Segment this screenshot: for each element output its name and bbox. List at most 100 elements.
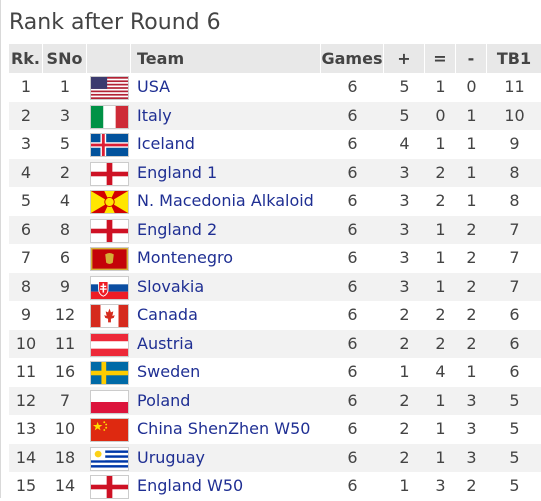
sno-cell: 18 bbox=[43, 443, 87, 472]
italy-flag-icon bbox=[89, 104, 129, 129]
losses-cell: 3 bbox=[456, 386, 487, 415]
rank-cell: 1 bbox=[9, 73, 43, 102]
team-name-link[interactable]: Uruguay bbox=[131, 443, 321, 472]
team-name-link[interactable]: Slovakia bbox=[131, 272, 321, 301]
draws-cell: 2 bbox=[425, 187, 456, 216]
header-sno[interactable]: SNo bbox=[43, 44, 87, 73]
poland-flag-icon bbox=[89, 389, 129, 414]
team-name-link[interactable]: England 2 bbox=[131, 215, 321, 244]
team-name-link[interactable]: Austria bbox=[131, 329, 321, 358]
flag-cell bbox=[87, 358, 131, 387]
games-cell: 6 bbox=[321, 158, 384, 187]
draws-cell: 0 bbox=[425, 101, 456, 130]
table-row[interactable]: 1 1 USA 6 5 1 0 11 bbox=[9, 73, 541, 102]
games-cell: 6 bbox=[321, 358, 384, 387]
table-row[interactable]: 2 3 Italy 6 5 0 1 10 bbox=[9, 101, 541, 130]
losses-cell: 2 bbox=[456, 272, 487, 301]
macedonia-flag-icon bbox=[89, 190, 129, 215]
losses-cell: 0 bbox=[456, 73, 487, 102]
header-flag bbox=[87, 44, 131, 73]
table-row[interactable]: 15 14 England W50 6 1 3 2 5 bbox=[9, 472, 541, 501]
team-name-link[interactable]: Sweden bbox=[131, 358, 321, 387]
wins-cell: 1 bbox=[384, 358, 425, 387]
flag-cell bbox=[87, 130, 131, 159]
team-name-link[interactable]: Poland bbox=[131, 386, 321, 415]
table-row[interactable]: 14 18 Uruguay 6 2 1 3 5 bbox=[9, 443, 541, 472]
header-minus[interactable]: - bbox=[456, 44, 487, 73]
tb1-cell: 5 bbox=[487, 415, 541, 444]
draws-cell: 2 bbox=[425, 329, 456, 358]
tb1-cell: 10 bbox=[487, 101, 541, 130]
sno-cell: 14 bbox=[43, 472, 87, 501]
sno-cell: 2 bbox=[43, 158, 87, 187]
tb1-cell: 8 bbox=[487, 187, 541, 216]
draws-cell: 3 bbox=[425, 472, 456, 501]
draws-cell: 1 bbox=[425, 73, 456, 102]
rank-cell: 15 bbox=[9, 472, 43, 501]
sno-cell: 16 bbox=[43, 358, 87, 387]
table-row[interactable]: 13 10 China ShenZhen W50 6 2 1 3 5 bbox=[9, 415, 541, 444]
table-row[interactable]: 12 7 Poland 6 2 1 3 5 bbox=[9, 386, 541, 415]
flag-cell bbox=[87, 386, 131, 415]
wins-cell: 2 bbox=[384, 329, 425, 358]
table-row[interactable]: 10 11 Austria 6 2 2 2 6 bbox=[9, 329, 541, 358]
rank-cell: 14 bbox=[9, 443, 43, 472]
tb1-cell: 6 bbox=[487, 301, 541, 330]
tb1-cell: 5 bbox=[487, 472, 541, 501]
table-row[interactable]: 5 4 N. Macedonia Alkaloid 6 3 2 1 8 bbox=[9, 187, 541, 216]
rank-cell: 9 bbox=[9, 301, 43, 330]
losses-cell: 1 bbox=[456, 358, 487, 387]
tb1-cell: 5 bbox=[487, 386, 541, 415]
draws-cell: 2 bbox=[425, 158, 456, 187]
usa-flag-icon bbox=[89, 76, 129, 101]
team-name-link[interactable]: Iceland bbox=[131, 130, 321, 159]
losses-cell: 2 bbox=[456, 301, 487, 330]
games-cell: 6 bbox=[321, 101, 384, 130]
wins-cell: 3 bbox=[384, 244, 425, 273]
table-header-row: Rk. SNo Team Games + = - TB1 bbox=[9, 44, 541, 73]
sno-cell: 3 bbox=[43, 101, 87, 130]
header-games[interactable]: Games bbox=[321, 44, 384, 73]
team-name-link[interactable]: Canada bbox=[131, 301, 321, 330]
table-row[interactable]: 8 9 Slovakia 6 3 1 2 7 bbox=[9, 272, 541, 301]
team-name-link[interactable]: England 1 bbox=[131, 158, 321, 187]
header-equal[interactable]: = bbox=[425, 44, 456, 73]
sno-cell: 7 bbox=[43, 386, 87, 415]
draws-cell: 4 bbox=[425, 358, 456, 387]
flag-cell bbox=[87, 301, 131, 330]
table-row[interactable]: 9 12 Canada 6 2 2 2 6 bbox=[9, 301, 541, 330]
tb1-cell: 7 bbox=[487, 272, 541, 301]
draws-cell: 1 bbox=[425, 386, 456, 415]
games-cell: 6 bbox=[321, 443, 384, 472]
flag-cell bbox=[87, 215, 131, 244]
rank-cell: 3 bbox=[9, 130, 43, 159]
rank-cell: 4 bbox=[9, 158, 43, 187]
draws-cell: 1 bbox=[425, 215, 456, 244]
table-row[interactable]: 11 16 Sweden 6 1 4 1 6 bbox=[9, 358, 541, 387]
team-name-link[interactable]: Montenegro bbox=[131, 244, 321, 273]
games-cell: 6 bbox=[321, 73, 384, 102]
team-name-link[interactable]: China ShenZhen W50 bbox=[131, 415, 321, 444]
team-name-link[interactable]: N. Macedonia Alkaloid bbox=[131, 187, 321, 216]
team-name-link[interactable]: England W50 bbox=[131, 472, 321, 501]
table-row[interactable]: 7 6 Montenegro 6 3 1 2 7 bbox=[9, 244, 541, 273]
rank-cell: 5 bbox=[9, 187, 43, 216]
rank-cell: 2 bbox=[9, 101, 43, 130]
team-name-link[interactable]: USA bbox=[131, 73, 321, 102]
header-rank[interactable]: Rk. bbox=[9, 44, 43, 73]
draws-cell: 1 bbox=[425, 244, 456, 273]
austria-flag-icon bbox=[89, 332, 129, 357]
losses-cell: 2 bbox=[456, 472, 487, 501]
draws-cell: 1 bbox=[425, 272, 456, 301]
wins-cell: 2 bbox=[384, 386, 425, 415]
header-plus[interactable]: + bbox=[384, 44, 425, 73]
sno-cell: 10 bbox=[43, 415, 87, 444]
team-name-link[interactable]: Italy bbox=[131, 101, 321, 130]
wins-cell: 3 bbox=[384, 272, 425, 301]
table-row[interactable]: 3 5 Iceland 6 4 1 1 9 bbox=[9, 130, 541, 159]
header-team[interactable]: Team bbox=[131, 44, 321, 73]
flag-cell bbox=[87, 415, 131, 444]
header-tb1[interactable]: TB1 bbox=[487, 44, 541, 73]
